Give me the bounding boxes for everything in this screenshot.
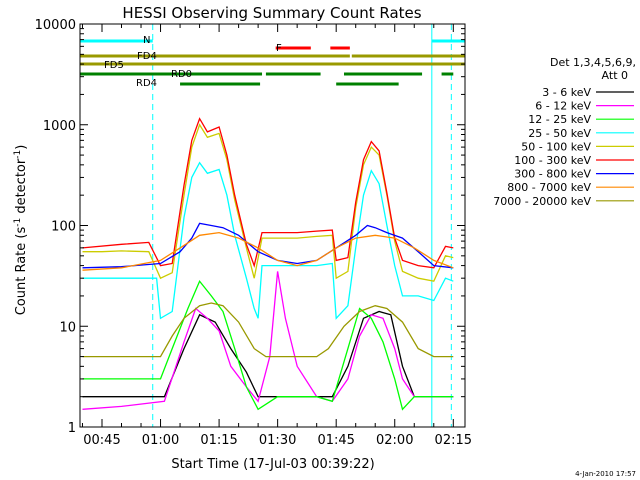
y-tick-label-3: 1000 (43, 119, 76, 134)
flag-label-FD4: FD4 (137, 51, 157, 62)
series-line-4 (82, 123, 454, 282)
legend-label-5: 100 - 300 keV (514, 154, 591, 167)
x-tick-label-2: 01:15 (200, 433, 237, 448)
y-tick-label-2: 100 (51, 220, 76, 235)
x-tick-label-4: 01:45 (317, 433, 354, 448)
series-line-8 (82, 302, 454, 358)
series-lines (82, 117, 454, 411)
legend-label-3: 25 - 50 keV (528, 127, 591, 140)
flag-label-FD5: FD5 (104, 60, 124, 71)
legend-header-line2: Att 0 (602, 69, 628, 82)
y-axis-label-mid: detector (14, 158, 29, 218)
x-tick-label-6: 02:15 (435, 433, 472, 448)
x-tick-label-1: 01:00 (142, 433, 179, 448)
legend-label-7: 800 - 7000 keV (507, 181, 591, 194)
y-axis-label-sup1: -1 (13, 218, 23, 227)
y-axis-label-sup2: -1 (13, 150, 23, 159)
legend-label-1: 6 - 12 keV (535, 100, 591, 113)
legend-label-2: 12 - 25 keV (528, 113, 591, 126)
flag-label-F: F (276, 43, 282, 54)
y-tick-label-4: 10000 (35, 18, 76, 33)
x-tick-label-0: 00:45 (83, 433, 120, 448)
x-tick-label-3: 01:30 (259, 433, 296, 448)
series-line-5 (82, 117, 454, 269)
chart-title: HESSI Observing Summary Count Rates (122, 4, 421, 22)
timestamp: 4-Jan-2010 17:57 (575, 470, 636, 478)
series-line-6 (82, 222, 454, 269)
series-line-2 (82, 279, 454, 411)
legend-label-6: 300 - 800 keV (514, 168, 591, 181)
y-axis-label-main: Count Rate (s (14, 227, 29, 316)
series-line-7 (82, 231, 454, 271)
y-tick-label-1: 10 (59, 320, 76, 335)
legend-label-8: 7000 - 20000 keV (493, 195, 591, 208)
y-tick-label-0: 1 (68, 421, 76, 436)
flag-label-N: N (143, 35, 150, 46)
flag-bars: N F FD4 FD5 RD0 RD4 (80, 35, 465, 89)
y-axis-label-end: ) (14, 145, 29, 150)
flag-label-RD0: RD0 (171, 69, 192, 80)
x-axis-label: Start Time (17-Jul-03 00:39:22) (171, 457, 374, 472)
x-tick-label-5: 02:00 (376, 433, 413, 448)
axes: 1 10 100 1000 10000 00:45 01:00 01:15 01:30 01:45… (35, 18, 472, 448)
legend-header-line1: Det 1,3,4,5,6,9, (550, 56, 636, 69)
legend-label-0: 3 - 6 keV (542, 86, 591, 99)
flag-label-RD4: RD4 (136, 78, 157, 89)
series-line-0 (82, 310, 454, 398)
y-axis-label: Count Rate (s-1 detector-1) (13, 145, 29, 316)
legend-label-4: 50 - 100 keV (521, 140, 591, 153)
series-line-3 (82, 161, 454, 320)
